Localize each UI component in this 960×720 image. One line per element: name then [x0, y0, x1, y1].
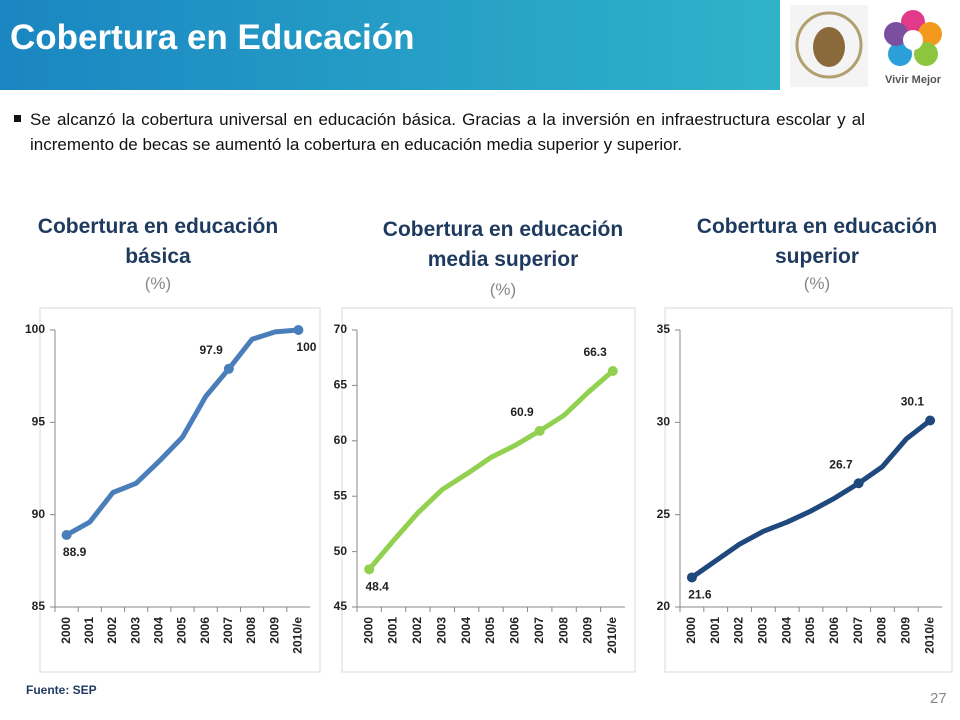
chart-subtitle: (%): [803, 274, 831, 293]
y-tick-label: 45: [334, 599, 348, 613]
x-tick-label: 2008: [875, 617, 889, 644]
x-tick-label: 2005: [175, 617, 189, 644]
chart-title: Cobertura en educación superior: [696, 215, 938, 268]
series-line: [690, 418, 932, 580]
x-tick-label: 2002: [410, 617, 424, 644]
y-tick-label: 90: [32, 507, 46, 521]
x-tick-label: 2009: [267, 617, 281, 644]
x-tick-label: 2004: [459, 617, 473, 644]
x-tick-label: 2003: [756, 617, 770, 644]
data-label: 97.9: [200, 343, 224, 357]
data-label: 60.9: [510, 405, 534, 419]
point: [223, 363, 234, 374]
point: [686, 572, 697, 583]
plot-frame: [39, 307, 321, 673]
x-tick-label: 2001: [386, 617, 400, 644]
x-tick-label: 2009: [581, 617, 595, 644]
y-tick-label: 50: [334, 544, 348, 558]
x-tick-label: 2000: [361, 617, 375, 644]
x-tick-label: 2010/e: [291, 617, 305, 654]
chart-subtitle: (%): [489, 280, 517, 299]
x-tick-label: 2010/e: [922, 617, 936, 654]
point: [853, 478, 864, 489]
y-tick-label: 35: [657, 322, 671, 336]
y-tick-label: 95: [32, 415, 46, 429]
y-tick-label: 30: [657, 415, 671, 429]
plot-frame: [664, 307, 953, 673]
data-label: 66.3: [583, 345, 607, 359]
y-tick-label: 65: [334, 378, 348, 392]
logo-text: Vivir Mejor: [885, 74, 942, 86]
x-tick-label: 2004: [779, 617, 793, 644]
x-tick-label: 2005: [803, 617, 817, 644]
x-tick-label: 2003: [128, 617, 142, 644]
point: [534, 425, 545, 436]
logos: Vivir Mejor: [790, 5, 942, 87]
x-tick-label: 2000: [684, 617, 698, 644]
x-tick-label: 2007: [221, 617, 235, 644]
y-tick-label: 55: [334, 488, 348, 502]
chart-subtitle: (%): [144, 274, 172, 293]
x-tick-label: 2000: [59, 617, 73, 644]
y-tick-label: 100: [25, 322, 45, 336]
chart-title: Cobertura en educación media superior: [382, 218, 624, 271]
data-label: 88.9: [63, 545, 87, 559]
x-tick-label: 2008: [244, 617, 258, 644]
page-number: 27: [930, 690, 947, 707]
point: [293, 325, 304, 335]
x-tick-label: 2007: [532, 617, 546, 644]
y-tick-label: 20: [657, 599, 671, 613]
point: [364, 564, 375, 575]
seal: [795, 11, 863, 79]
chart-title: Cobertura en educación básica: [37, 215, 279, 268]
data-label: 30.1: [901, 395, 925, 409]
x-tick-label: 2007: [851, 617, 865, 644]
slide-title: Cobertura en Educación: [10, 18, 415, 57]
y-tick-label: 85: [32, 599, 46, 613]
data-label: 21.6: [688, 588, 712, 602]
point: [607, 365, 618, 376]
point: [925, 415, 936, 426]
series-line: [65, 327, 299, 538]
data-label: 26.7: [829, 457, 853, 471]
x-tick-label: 2003: [434, 617, 448, 644]
x-tick-label: 2009: [898, 617, 912, 644]
x-tick-label: 2006: [198, 617, 212, 644]
x-tick-label: 2001: [708, 617, 722, 644]
x-tick-label: 2004: [151, 617, 165, 644]
y-tick-label: 70: [334, 322, 348, 336]
y-tick-label: 60: [334, 433, 348, 447]
x-tick-label: 2005: [483, 617, 497, 644]
data-label: 100: [296, 340, 316, 354]
eagle: [813, 27, 845, 67]
source: Fuente: SEP: [26, 683, 97, 697]
x-tick-label: 2008: [556, 617, 570, 644]
plot-frame: [341, 307, 636, 673]
x-tick-label: 2006: [508, 617, 522, 644]
x-tick-label: 2002: [732, 617, 746, 644]
bullet-text: Se alcanzó la cobertura universal en edu…: [14, 107, 865, 157]
flower: [884, 10, 942, 66]
header-bar: Cobertura en Educación: [0, 0, 780, 90]
x-tick-label: 2006: [827, 617, 841, 644]
x-tick-label: 2010/e: [605, 617, 619, 654]
x-tick-label: 2001: [82, 617, 96, 644]
point: [61, 529, 72, 540]
data-label: 48.4: [366, 579, 390, 593]
x-tick-label: 2002: [105, 617, 119, 644]
series-line: [367, 369, 615, 571]
y-tick-label: 25: [657, 507, 671, 521]
